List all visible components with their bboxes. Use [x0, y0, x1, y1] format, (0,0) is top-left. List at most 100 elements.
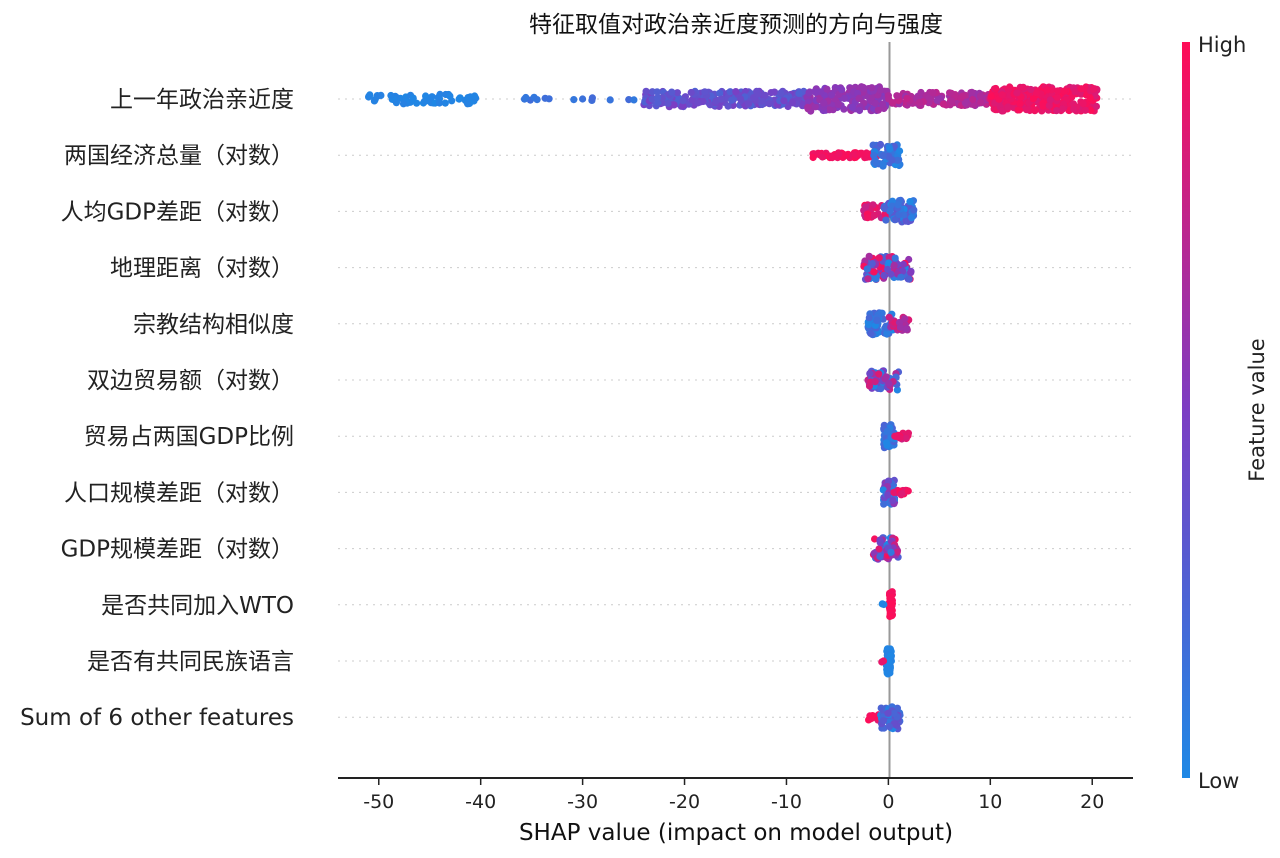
- shap-point: [946, 89, 954, 97]
- shap-point: [856, 149, 864, 157]
- shap-point: [891, 254, 899, 262]
- shap-point: [896, 323, 905, 331]
- shap-point: [906, 198, 914, 206]
- shap-point: [377, 91, 385, 99]
- shap-point: [868, 84, 876, 92]
- shap-point: [522, 93, 530, 102]
- shap-point: [879, 152, 888, 160]
- colorbar-title: Feature value: [1245, 338, 1269, 481]
- shap-point: [464, 100, 472, 108]
- feature-label: 上一年政治亲近度: [110, 87, 294, 113]
- shap-point: [435, 99, 444, 107]
- shap-point: [890, 261, 898, 269]
- shap-point: [887, 548, 895, 556]
- shap-point: [883, 329, 891, 337]
- shap-point: [898, 490, 906, 498]
- shap-point: [1071, 88, 1079, 96]
- shap-point: [958, 92, 967, 100]
- shap-point: [875, 254, 883, 262]
- shap-point: [884, 709, 892, 717]
- shap-point: [889, 99, 897, 107]
- shap-point: [668, 88, 676, 96]
- shap-point: [968, 88, 976, 96]
- shap-point: [862, 203, 870, 211]
- shap-point: [420, 98, 428, 106]
- shap-point: [855, 106, 864, 115]
- x-axis-ticks: -50 -40 -30 -20 -10 0 10 20: [363, 778, 1104, 813]
- shap-point: [886, 612, 894, 621]
- shap-point: [901, 315, 909, 323]
- shap-point: [1027, 85, 1035, 94]
- shap-point: [1089, 85, 1097, 93]
- shap-point: [882, 373, 890, 381]
- shap-point: [1079, 100, 1087, 108]
- x-tick-label: 20: [1080, 791, 1104, 813]
- shap-point: [865, 321, 873, 329]
- shap-point: [992, 84, 1000, 93]
- shap-point: [904, 487, 912, 495]
- shap-point: [893, 156, 901, 164]
- shap-point: [545, 95, 553, 103]
- shap-point: [570, 96, 578, 104]
- shap-point: [770, 88, 779, 96]
- x-tick-label: -10: [771, 791, 802, 813]
- shap-point: [891, 216, 899, 224]
- shap-point: [1058, 105, 1067, 113]
- shap-point: [716, 89, 724, 97]
- shap-point: [795, 89, 803, 97]
- shap-point: [365, 92, 373, 100]
- shap-point: [879, 717, 888, 725]
- feature-label: 人均GDP差距（对数）: [61, 199, 294, 225]
- shap-point: [885, 723, 894, 731]
- feature-label: GDP规模差距（对数）: [61, 537, 294, 563]
- shap-point: [871, 378, 879, 386]
- colorbar-high-label: High: [1198, 33, 1246, 57]
- shap-point: [1053, 93, 1061, 101]
- shap-point: [961, 99, 969, 107]
- shap-point: [673, 89, 682, 97]
- feature-label: 地理距离（对数）: [110, 256, 294, 282]
- shap-point: [885, 313, 893, 321]
- shap-point: [446, 92, 454, 100]
- colorbar-low-label: Low: [1198, 769, 1239, 793]
- shap-point: [687, 88, 695, 97]
- shap-point: [726, 88, 734, 96]
- shap-point: [876, 552, 884, 561]
- shap-point: [861, 257, 869, 265]
- shap-point: [987, 92, 995, 100]
- shap-point: [1054, 87, 1062, 95]
- shap-point: [1045, 101, 1053, 110]
- shap-point: [679, 97, 687, 105]
- shap-point: [413, 99, 421, 107]
- shap-point: [998, 107, 1006, 115]
- shap-point: [688, 96, 696, 104]
- shap-point: [777, 89, 785, 97]
- shap-point: [864, 150, 872, 158]
- shap-point: [744, 100, 753, 108]
- shap-point: [893, 92, 901, 100]
- shap-point: [882, 439, 891, 447]
- shap-point: [869, 712, 877, 720]
- shap-point: [392, 99, 400, 107]
- shap-point: [1029, 95, 1037, 103]
- shap-point: [1043, 86, 1051, 94]
- shap-point: [871, 99, 880, 107]
- shap-point: [805, 89, 813, 97]
- shap-point: [1016, 99, 1024, 107]
- shap-point: [399, 100, 408, 108]
- shap-point: [1046, 96, 1054, 104]
- feature-label: 两国经济总量（对数）: [64, 143, 294, 169]
- shap-point: [1081, 106, 1089, 114]
- shap-point: [897, 273, 905, 281]
- shap-point: [878, 658, 886, 666]
- shap-point: [886, 145, 894, 153]
- shap-point: [887, 600, 896, 609]
- shap-point: [825, 106, 834, 114]
- shap-point: [471, 92, 479, 100]
- shap-point: [728, 96, 736, 104]
- shap-point: [706, 101, 714, 109]
- shap-point: [870, 151, 878, 159]
- shap-point: [823, 85, 831, 93]
